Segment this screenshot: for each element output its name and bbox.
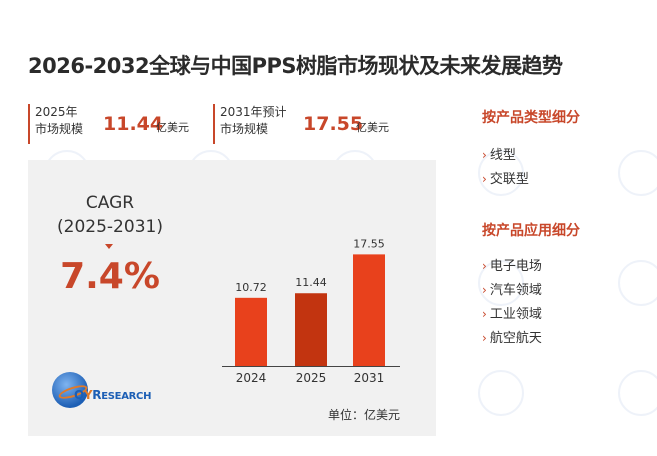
list-item-application[interactable]: › 电子电场 <box>482 254 542 278</box>
cagr-label: CAGR <box>85 193 135 213</box>
unit-label: 单位：亿美元 <box>328 408 401 422</box>
section-heading-by-type: 按产品类型细分 <box>482 110 580 126</box>
list-item-label: 电子电场 <box>489 259 542 274</box>
product-type-list: › 线型 › 交联型 <box>482 143 529 191</box>
list-item-type[interactable]: › 线型 <box>482 143 529 167</box>
bar-2025 <box>295 293 327 366</box>
data-label-2024: 10.72 <box>235 281 267 294</box>
x-tick-label-2025: 2025 <box>296 371 327 385</box>
logo-letter-q: Q <box>74 388 84 402</box>
list-item-type[interactable]: › 交联型 <box>482 167 529 191</box>
page-title: 2026-2032全球与中国PPS树脂市场现状及未来发展趋势 <box>28 54 563 78</box>
section-heading-by-application: 按产品应用细分 <box>482 223 580 239</box>
list-item-label: 汽车领域 <box>489 283 542 298</box>
data-label-2025: 11.44 <box>295 276 327 289</box>
list-item-application[interactable]: › 汽车领域 <box>482 278 542 302</box>
x-tick-label-2031: 2031 <box>354 371 385 385</box>
bar-2031 <box>353 254 385 366</box>
chevron-right-icon: › <box>482 172 487 186</box>
stat-unit: 亿美元 <box>156 121 189 134</box>
globe-icon <box>52 372 88 408</box>
stat-2031-forecast-market-size: 2031年预计 市场规模 17.55 亿美元 <box>213 104 420 144</box>
chevron-right-icon: › <box>482 283 487 297</box>
stat-value: 11.44 <box>103 113 164 135</box>
list-item-label: 线型 <box>489 148 516 163</box>
list-item-label: 交联型 <box>489 172 529 187</box>
chevron-right-icon: › <box>482 307 487 321</box>
stat-label-line1: 2031年预计 <box>220 105 287 119</box>
chevron-right-icon: › <box>482 331 487 345</box>
product-application-list: › 电子电场 › 汽车领域 › 工业领域 › 航空航天 <box>482 254 542 350</box>
list-item-application[interactable]: › 工业领域 <box>482 302 542 326</box>
stat-value: 17.55 <box>303 113 364 135</box>
data-label-2031: 17.55 <box>353 237 385 250</box>
chevron-right-icon: › <box>482 259 487 273</box>
chevron-right-icon: › <box>482 148 487 162</box>
x-tick-label-2024: 2024 <box>236 371 267 385</box>
cagr-value: 7.4% <box>60 256 160 297</box>
stat-label-line1: 2025年 <box>35 105 78 119</box>
stat-label-line2: 市场规模 <box>35 122 84 136</box>
list-item-application[interactable]: › 航空航天 <box>482 326 542 350</box>
logo-letter-r: R <box>92 388 102 402</box>
logo-letter-y: Y <box>83 388 93 402</box>
list-item-label: 航空航天 <box>489 331 542 346</box>
cagr-period: (2025-2031) <box>57 217 163 237</box>
list-item-label: 工业领域 <box>489 307 542 322</box>
logo-wordmark: QYRESEARCH <box>74 388 151 402</box>
logo-text-rest: ESEARCH <box>101 391 152 402</box>
stat-2025-market-size: 2025年 市场规模 11.44 亿美元 <box>28 104 205 144</box>
stat-unit: 亿美元 <box>356 121 389 134</box>
stat-label-line2: 市场规模 <box>220 122 269 136</box>
bar-2024 <box>235 297 267 366</box>
caret-down-icon <box>105 244 113 249</box>
